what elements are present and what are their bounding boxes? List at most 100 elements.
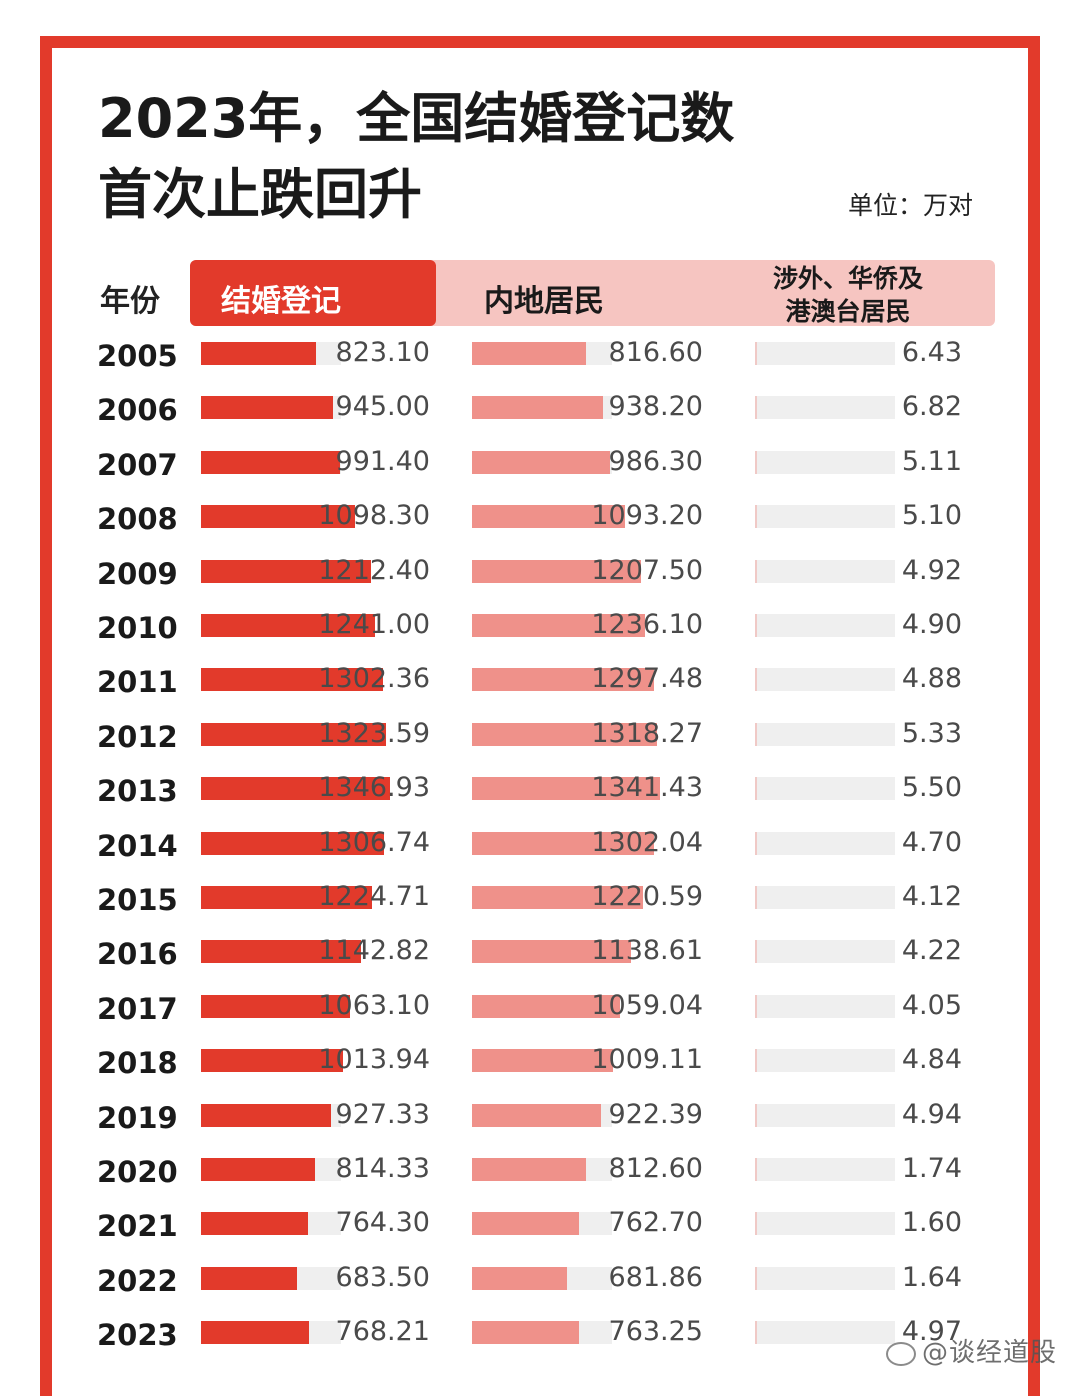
value-label: 814.33 xyxy=(335,1153,430,1184)
bar-track xyxy=(201,505,355,529)
bar-track xyxy=(472,505,625,529)
bar-track xyxy=(755,614,895,637)
value-label: 5.50 xyxy=(901,772,962,804)
bar-track xyxy=(472,1049,613,1073)
bar xyxy=(201,668,383,692)
bar xyxy=(472,1266,567,1290)
bar xyxy=(755,831,757,855)
table-row: 2011 1302.36 1297.48 4.88 xyxy=(0,658,1080,712)
table-row: 2007 991.40 986.30 5.11 xyxy=(0,441,1080,495)
year-label: 2006 xyxy=(97,393,178,428)
bar-track xyxy=(201,831,384,855)
bar xyxy=(472,1321,579,1345)
bar-track xyxy=(755,668,895,692)
value-label: 1009.11 xyxy=(591,1044,703,1076)
table-row: 2012 1323.59 1318.27 5.33 xyxy=(0,713,1080,767)
bar-track xyxy=(755,777,895,801)
year-label: 2009 xyxy=(97,556,178,591)
table-row: 2005 823.10 816.60 6.43 xyxy=(0,332,1080,386)
bar xyxy=(201,342,316,365)
bar xyxy=(755,1266,757,1290)
year-label: 2007 xyxy=(97,447,178,482)
year-label: 2011 xyxy=(97,665,178,700)
chart-title-line1: 2023年，全国结婚登记数 xyxy=(98,87,735,150)
value-label: 1236.10 xyxy=(591,609,703,640)
bar xyxy=(201,505,355,529)
bar xyxy=(755,1212,757,1236)
value-label: 4.97 xyxy=(901,1316,962,1348)
value-label: 5.33 xyxy=(901,717,962,749)
bar-track xyxy=(201,994,350,1018)
value-label: 4.05 xyxy=(901,989,962,1021)
value-label: 1346.93 xyxy=(318,772,430,804)
bar xyxy=(472,559,641,583)
bar xyxy=(472,450,610,474)
bar-track xyxy=(472,342,612,365)
bar-track xyxy=(472,722,657,746)
bar-track xyxy=(755,940,895,964)
bar-track xyxy=(472,994,620,1018)
bar xyxy=(472,831,654,855)
value-label: 681.86 xyxy=(608,1261,703,1293)
bar xyxy=(472,1049,613,1073)
table-row: 2017 1063.10 1059.04 4.05 xyxy=(0,985,1080,1039)
bar xyxy=(472,722,657,746)
value-label: 812.60 xyxy=(608,1153,703,1184)
bar xyxy=(472,1103,601,1127)
bar xyxy=(755,722,757,746)
value-label: 4.84 xyxy=(901,1044,962,1076)
year-label: 2010 xyxy=(97,611,178,645)
bar-track xyxy=(755,559,895,583)
bar-track xyxy=(472,668,654,692)
value-label: 1138.61 xyxy=(591,935,703,967)
bar-track xyxy=(755,722,895,746)
value-label: 1212.40 xyxy=(318,554,430,586)
value-label: 4.88 xyxy=(901,663,962,695)
header-foreign-line2: 港澳台居民 xyxy=(785,297,911,326)
value-label: 1297.48 xyxy=(591,663,703,695)
value-label: 991.40 xyxy=(335,445,430,477)
value-label: 6.43 xyxy=(901,337,962,368)
value-label: 1302.04 xyxy=(591,826,703,858)
value-label: 763.25 xyxy=(608,1316,703,1348)
bar-track xyxy=(472,831,654,855)
bar-track xyxy=(201,1212,341,1236)
year-label: 2013 xyxy=(97,774,178,809)
bar-track xyxy=(755,1103,895,1127)
value-label: 5.10 xyxy=(901,500,962,532)
bar-track xyxy=(755,396,895,420)
bar xyxy=(201,450,340,474)
bar-track xyxy=(201,1266,341,1290)
bar xyxy=(755,777,757,801)
bar xyxy=(472,886,643,909)
bar xyxy=(755,559,757,583)
bar xyxy=(755,396,757,420)
value-label: 1059.04 xyxy=(591,989,703,1021)
bar-track xyxy=(755,1049,895,1073)
value-label: 762.70 xyxy=(608,1207,703,1239)
bar-track xyxy=(472,1103,612,1127)
value-label: 1323.59 xyxy=(318,717,430,749)
bar-track xyxy=(201,396,341,420)
value-label: 938.20 xyxy=(608,391,703,423)
bar xyxy=(201,1321,309,1345)
bar xyxy=(755,940,757,964)
value-label: 816.60 xyxy=(608,337,703,368)
table-row: 2021 764.30 762.70 1.60 xyxy=(0,1202,1080,1256)
table-row: 2019 927.33 922.39 4.94 xyxy=(0,1094,1080,1148)
value-label: 4.22 xyxy=(901,935,962,967)
table-row: 2006 945.00 938.20 6.82 xyxy=(0,386,1080,440)
value-label: 768.21 xyxy=(335,1316,430,1348)
bar-track xyxy=(755,505,895,529)
bar xyxy=(201,1212,308,1236)
bar xyxy=(201,940,361,964)
year-label: 2022 xyxy=(97,1263,178,1298)
bar-track xyxy=(201,614,375,637)
bar xyxy=(201,396,333,420)
chart-title-line2: 首次止跌回升 xyxy=(98,163,422,226)
bar-track xyxy=(201,559,371,583)
bar xyxy=(201,1103,331,1127)
bar xyxy=(201,559,371,583)
bar xyxy=(201,1158,315,1181)
bar xyxy=(755,1158,757,1181)
